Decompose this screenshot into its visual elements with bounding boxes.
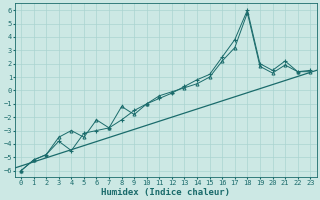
X-axis label: Humidex (Indice chaleur): Humidex (Indice chaleur) bbox=[101, 188, 230, 197]
